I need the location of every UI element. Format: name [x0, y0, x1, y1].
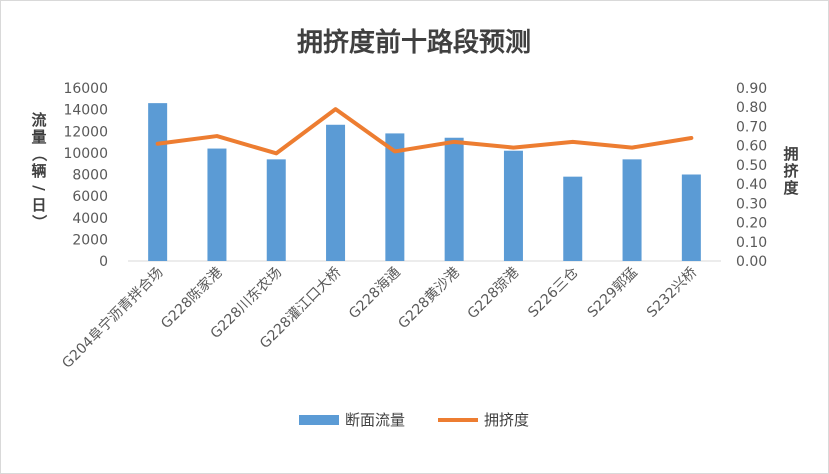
left-tick-label: 12000: [63, 124, 108, 140]
category-label: G204阜宁沥青拌合场: [59, 264, 167, 372]
line-point: [394, 150, 396, 152]
line-point: [157, 143, 159, 145]
right-tick-label: 0.20: [736, 216, 767, 232]
bar: [385, 133, 405, 261]
line-point: [335, 108, 337, 110]
line-path: [155, 107, 694, 156]
left-tick-label: 10000: [63, 146, 108, 162]
line-point: [572, 141, 574, 143]
bar: [326, 124, 346, 261]
bar-series: [148, 103, 701, 261]
right-tick-label: 0.50: [736, 158, 767, 174]
left-tick-label: 6000: [72, 189, 108, 205]
left-axis-label-char: ）: [30, 214, 48, 229]
right-axis-label-char: 度: [783, 179, 799, 197]
legend-label-bar: 断面流量: [345, 411, 405, 429]
bar: [622, 159, 642, 261]
left-tick-label: 2000: [72, 232, 108, 248]
left-axis-label-char: 日: [31, 196, 46, 214]
legend-swatch-bar: [299, 415, 339, 425]
left-axis-label: 流量（辆 / 日）: [30, 111, 48, 230]
bar: [266, 159, 286, 261]
right-tick-label: 0.70: [736, 119, 767, 135]
line-point: [512, 147, 514, 149]
bar: [444, 137, 464, 261]
line-point: [216, 135, 218, 137]
left-axis-ticks: 16000 14000 12000 10000 8000 6000 4000 2000 0: [63, 81, 108, 270]
line-point: [453, 141, 455, 143]
left-axis-label-char: 量: [31, 128, 46, 146]
bar: [207, 148, 227, 261]
left-axis-label-char: 流: [31, 111, 46, 129]
bar: [148, 103, 168, 261]
right-tick-label: 0.40: [736, 177, 767, 193]
category-label: S232兴桥: [644, 265, 700, 321]
right-tick-label: 0.10: [736, 235, 767, 251]
left-axis-label-char: /: [30, 185, 48, 191]
right-tick-label: 0.00: [736, 254, 767, 270]
right-axis-ticks: 0.90 0.80 0.70 0.60 0.50 0.40 0.30 0.20 0.10 0.00: [736, 81, 767, 270]
left-tick-label: 8000: [72, 168, 108, 184]
right-tick-label: 0.80: [736, 100, 767, 116]
line-point: [275, 152, 277, 154]
bar: [503, 150, 523, 261]
right-axis-label-char: 挤: [783, 162, 799, 180]
chart-title: 拥挤度前十路段预测: [297, 27, 531, 58]
bar: [681, 174, 701, 261]
right-tick-label: 0.90: [736, 81, 767, 97]
category-label: G228黄沙港: [395, 264, 463, 332]
right-tick-label: 0.60: [736, 139, 767, 155]
legend-label-line: 拥挤度: [484, 411, 529, 429]
line-point: [631, 147, 633, 149]
bar: [563, 176, 583, 261]
category-label: S229郭猛: [584, 264, 641, 321]
left-axis-label-char: 辆: [31, 162, 46, 180]
right-axis-label: 拥挤度: [783, 145, 799, 197]
line-series: [155, 107, 694, 156]
left-tick-label: 0: [99, 254, 108, 270]
right-tick-label: 0.30: [736, 196, 767, 212]
category-label: S226三仓: [525, 265, 581, 321]
legend: 断面流量 拥挤度: [299, 411, 529, 429]
left-tick-label: 14000: [63, 103, 108, 119]
left-axis-label-char: （: [30, 146, 48, 161]
right-axis-label-char: 拥: [783, 145, 798, 163]
left-tick-label: 4000: [72, 211, 108, 227]
category-label: G228弶港: [465, 265, 523, 323]
left-tick-label: 16000: [63, 81, 108, 97]
line-point: [690, 137, 692, 139]
category-label: G228海通: [346, 265, 404, 323]
